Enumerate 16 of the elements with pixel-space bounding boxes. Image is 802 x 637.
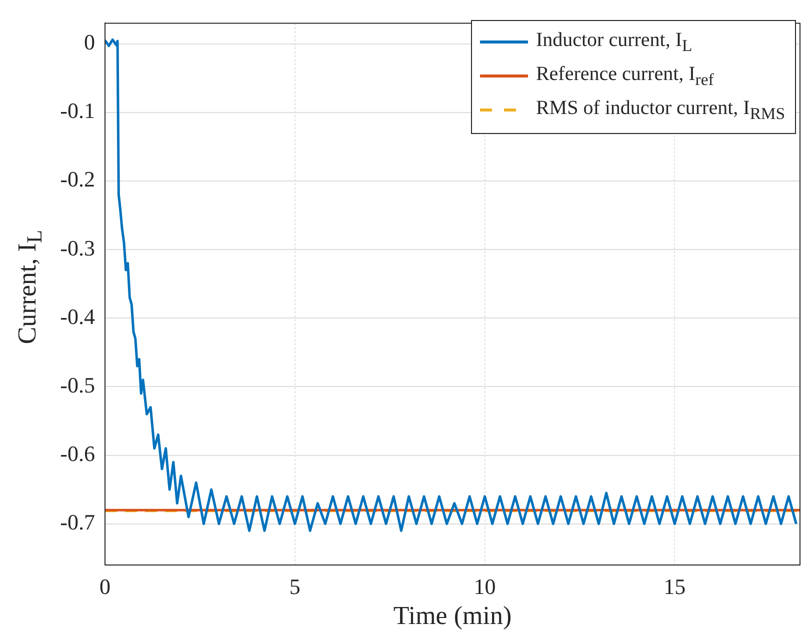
y-tick-label: -0.2: [60, 166, 95, 192]
y-tick-label: 0: [84, 30, 95, 55]
legend-label: Reference current, I$_{ref}$: [536, 62, 714, 90]
x-tick-label: 5: [289, 574, 300, 599]
x-tick-label: 10: [474, 574, 496, 599]
y-tick-label: -0.7: [60, 510, 95, 535]
x-axis-title: Time (min): [393, 601, 512, 631]
legend-label: RMS of inductor current, I$_{RMS}$: [536, 96, 785, 124]
y-tick-label: -0.6: [60, 441, 95, 466]
x-tick-label: 0: [100, 574, 110, 599]
y-tick-label: -0.3: [60, 235, 95, 260]
y-tick-label: -0.5: [60, 372, 95, 398]
x-tick-label: 15: [664, 574, 686, 599]
y-tick-label: -0.1: [60, 98, 95, 124]
legend-label: Inductor current, I$_{L}$: [536, 28, 692, 56]
y-tick-label: -0.4: [60, 304, 95, 329]
